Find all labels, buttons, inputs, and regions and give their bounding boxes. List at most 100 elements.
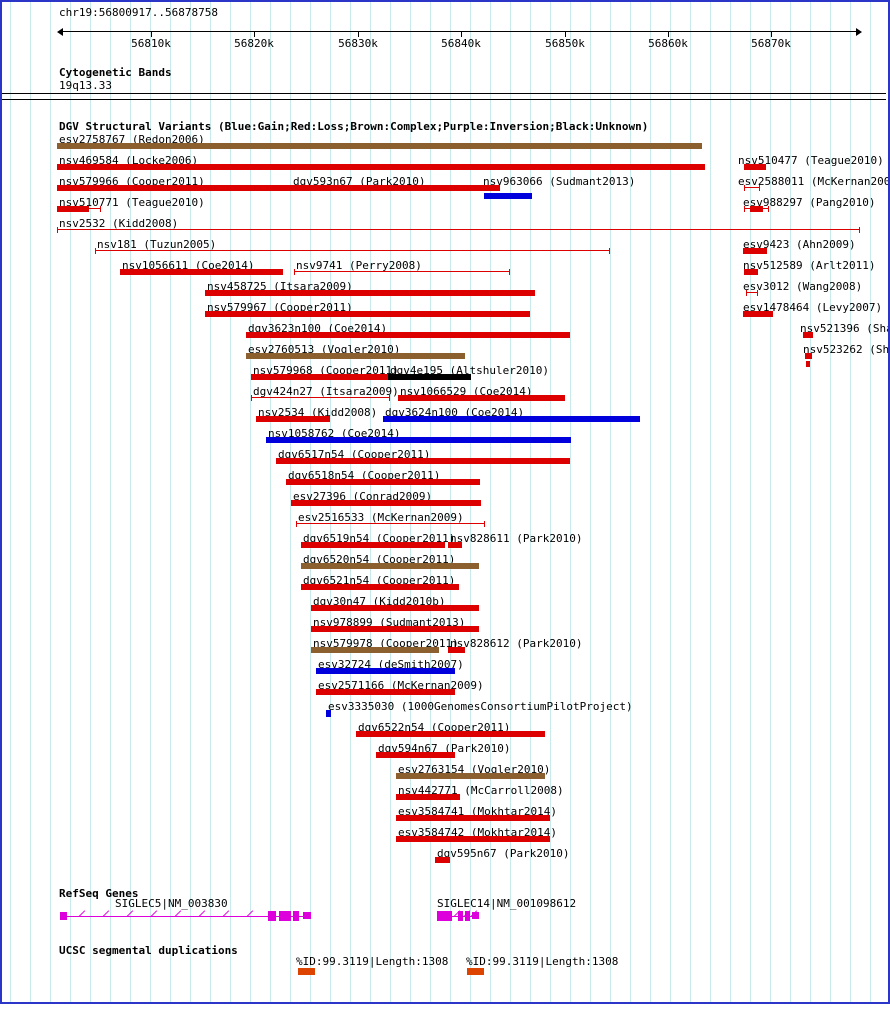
gene-exon[interactable]: [293, 911, 299, 921]
variant-bar[interactable]: [750, 206, 763, 212]
gene-exon[interactable]: [437, 911, 452, 921]
variant-label[interactable]: nsv458725 (Itsara2009): [207, 280, 353, 293]
variant-bar[interactable]: [301, 584, 459, 590]
variant-bar[interactable]: [396, 836, 550, 842]
variant-label[interactable]: dgv6519n54 (Cooper2011): [303, 532, 456, 545]
gene-exon[interactable]: [268, 911, 276, 921]
variant-bar[interactable]: [743, 311, 773, 317]
variant-bar[interactable]: [286, 479, 480, 485]
gene-label[interactable]: SIGLEC5|NM_003830: [115, 897, 228, 910]
gene-exon[interactable]: [458, 911, 463, 921]
variant-bar[interactable]: [316, 668, 455, 674]
variant-bar[interactable]: [311, 626, 479, 632]
variant-bar[interactable]: [266, 437, 571, 443]
variant-label[interactable]: dgv6518n54 (Cooper2011): [288, 469, 441, 482]
variant-label[interactable]: nsv510771 (Teague2010): [59, 196, 205, 209]
variant-label[interactable]: nsv1056611 (Coe2014): [122, 259, 255, 272]
variant-bar[interactable]: [316, 689, 455, 695]
variant-label[interactable]: nsv828612 (Park2010): [450, 637, 583, 650]
segdup-label[interactable]: %ID:99.3119|Length:1308: [296, 955, 449, 968]
variant-label[interactable]: esv3584741 (Mokhtar2014): [398, 805, 557, 818]
variant-bar[interactable]: [806, 361, 810, 367]
variant-bar[interactable]: [120, 269, 283, 275]
variant-range-line[interactable]: [296, 523, 485, 524]
variant-label[interactable]: esv3012 (Wang2008): [743, 280, 863, 293]
gene-label[interactable]: SIGLEC14|NM_001098612: [437, 897, 577, 910]
gene-exon[interactable]: [465, 911, 470, 921]
variant-bar[interactable]: [311, 647, 439, 653]
variant-label[interactable]: nsv510477 (Teague2010): [738, 154, 884, 167]
variant-label[interactable]: nsv442771 (McCarroll2008): [398, 784, 564, 797]
variant-range-line[interactable]: [88, 208, 101, 209]
variant-label[interactable]: dgv594n67 (Park2010): [378, 742, 511, 755]
variant-label[interactable]: nsv1058762 (Coe2014): [268, 427, 401, 440]
variant-label[interactable]: esv988297 (Pang2010): [743, 196, 876, 209]
gene-exon[interactable]: [60, 912, 67, 920]
gene-exon[interactable]: [472, 912, 479, 919]
variant-label[interactable]: dgv593n67 (Park2010): [293, 175, 426, 188]
variant-bar[interactable]: [301, 563, 479, 569]
variant-bar[interactable]: [326, 710, 331, 717]
variant-label[interactable]: nsv978899 (Sudmant2013): [313, 616, 466, 629]
variant-bar[interactable]: [57, 185, 291, 191]
variant-bar[interactable]: [291, 185, 500, 191]
variant-label[interactable]: nsv512589 (Arlt2011): [743, 259, 876, 272]
variant-label[interactable]: esv3584742 (Mokhtar2014): [398, 826, 557, 839]
variant-label[interactable]: dgv6517n54 (Cooper2011): [278, 448, 431, 461]
variant-range-line[interactable]: [744, 187, 760, 188]
variant-label[interactable]: nsv579968 (Cooper2011): [253, 364, 399, 377]
variant-bar[interactable]: [396, 815, 550, 821]
variant-label[interactable]: dgv6520n54 (Cooper2011): [303, 553, 456, 566]
variant-bar[interactable]: [743, 248, 767, 254]
variant-label[interactable]: nsv2532 (Kidd2008): [59, 217, 179, 230]
gene-exon[interactable]: [279, 911, 291, 921]
variant-label[interactable]: dgv4e195 (Altshuler2010): [390, 364, 549, 377]
variant-bar[interactable]: [356, 731, 545, 737]
variant-label[interactable]: nsv579967 (Cooper2011): [207, 301, 353, 314]
variant-bar[interactable]: [57, 164, 705, 170]
variant-label[interactable]: nsv579978 (Cooper2011): [313, 637, 459, 650]
variant-bar[interactable]: [301, 542, 445, 548]
variant-label[interactable]: nsv9741 (Perry2008): [296, 259, 422, 272]
variant-range-line[interactable]: [294, 271, 510, 272]
variant-label[interactable]: nsv579966 (Cooper2011): [59, 175, 205, 188]
variant-bar[interactable]: [256, 416, 330, 422]
variant-label[interactable]: esv9423 (Ahn2009): [743, 238, 856, 251]
segdup-bar[interactable]: [298, 968, 315, 975]
variant-label[interactable]: nsv469584 (Locke2006): [59, 154, 199, 167]
variant-label[interactable]: dgv6521n54 (Cooper2011): [303, 574, 456, 587]
variant-bar[interactable]: [246, 353, 465, 359]
variant-label[interactable]: dgv424n27 (Itsara2009): [253, 385, 399, 398]
variant-bar[interactable]: [396, 773, 545, 779]
variant-bar[interactable]: [744, 164, 766, 170]
variant-label[interactable]: dgv3623n100 (Coe2014): [248, 322, 388, 335]
variant-label[interactable]: dgv30n47 (Kidd2010b): [313, 595, 446, 608]
variant-range-line[interactable]: [746, 292, 758, 293]
variant-label[interactable]: nsv523262 (Shai: [803, 343, 890, 356]
variant-bar[interactable]: [388, 374, 471, 380]
variant-label[interactable]: esv1478464 (Levy2007): [743, 301, 883, 314]
variant-bar[interactable]: [448, 647, 465, 653]
variant-label[interactable]: esv27396 (Conrad2009): [293, 490, 433, 503]
variant-label[interactable]: esv2758767 (Redon2006): [59, 133, 205, 146]
segdup-label[interactable]: %ID:99.3119|Length:1308: [466, 955, 619, 968]
variant-label[interactable]: esv2763154 (Vogler2010): [398, 763, 551, 776]
variant-label[interactable]: nsv181 (Tuzun2005): [97, 238, 217, 251]
variant-bar[interactable]: [805, 353, 812, 359]
variant-bar[interactable]: [803, 332, 813, 338]
variant-bar[interactable]: [311, 605, 479, 611]
variant-label[interactable]: esv3335030 (1000GenomesConsortiumPilotPr…: [328, 700, 633, 713]
variant-label[interactable]: dgv6522n54 (Cooper2011): [358, 721, 511, 734]
variant-bar[interactable]: [57, 206, 88, 212]
variant-bar[interactable]: [291, 500, 481, 506]
variant-label[interactable]: nsv963066 (Sudmant2013): [483, 175, 636, 188]
variant-label[interactable]: dgv595n67 (Park2010): [437, 847, 570, 860]
variant-bar[interactable]: [435, 857, 450, 863]
variant-label[interactable]: esv2760513 (Vogler2010): [248, 343, 401, 356]
variant-label[interactable]: esv2516533 (McKernan2009): [298, 511, 464, 524]
variant-bar[interactable]: [448, 542, 462, 548]
variant-bar[interactable]: [57, 143, 702, 149]
variant-bar[interactable]: [205, 311, 530, 317]
variant-range-line[interactable]: [95, 250, 610, 251]
variant-label[interactable]: esv2588011 (McKernan2009): [738, 175, 890, 188]
